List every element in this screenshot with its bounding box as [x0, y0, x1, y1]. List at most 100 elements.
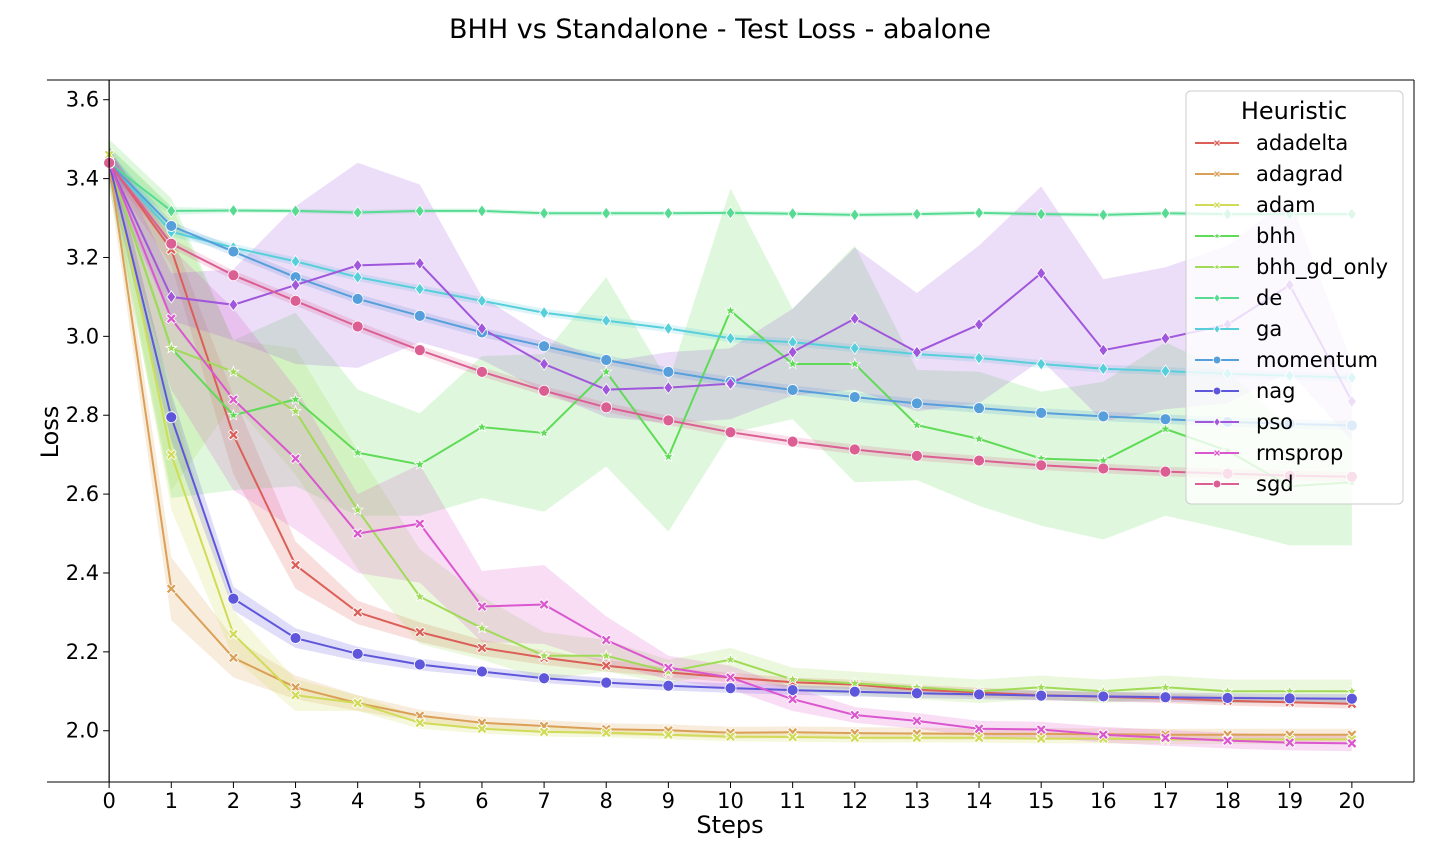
legend-label-momentum: momentum — [1256, 348, 1378, 372]
point-adam-1 — [165, 449, 177, 461]
x-tick-label-4: 4 — [351, 789, 364, 813]
point-de-16 — [1098, 208, 1109, 222]
legend-item-de: de — [1195, 286, 1282, 310]
point-sgd-7 — [538, 384, 550, 397]
point-nag-19 — [1283, 692, 1296, 705]
point-nag-10 — [724, 682, 737, 695]
legend: Heuristic adadelta adagrad adam bhh bhh_gd_o… — [1185, 90, 1404, 505]
point-sgd-9 — [662, 414, 675, 427]
point-momentum-7 — [538, 340, 550, 353]
point-momentum-9 — [662, 365, 675, 378]
legend-item-adam: adam — [1195, 193, 1316, 217]
point-pso-12 — [849, 311, 860, 326]
point-adam-3 — [289, 689, 302, 701]
legend-label-de: de — [1256, 286, 1282, 310]
legend-item-pso: pso — [1195, 410, 1293, 434]
point-pso-14 — [974, 317, 985, 332]
legend-item-sgd: sgd — [1195, 472, 1294, 496]
point-pso-10 — [725, 377, 736, 391]
legend-item-bhh-gd-only: bhh_gd_only — [1195, 255, 1388, 280]
point-rmsprop-20 — [1346, 737, 1358, 749]
point-adam-6 — [476, 723, 488, 735]
legend-item-adadelta: adadelta — [1195, 131, 1348, 155]
point-pso-1 — [166, 290, 177, 304]
point-pso-3 — [290, 278, 301, 292]
legend-marker-nag — [1212, 386, 1222, 396]
point-ga-8 — [601, 313, 612, 328]
point-ga-16 — [1098, 362, 1109, 376]
point-sgd-10 — [724, 426, 737, 439]
legend-marker-adagrad — [1212, 169, 1222, 179]
point-momentum-8 — [600, 354, 613, 366]
x-tick-label-11: 11 — [779, 789, 806, 813]
point-nag-17 — [1159, 691, 1172, 704]
point-bhh-gd-only-2 — [227, 365, 240, 378]
point-adam-11 — [787, 731, 799, 743]
point-rmsprop-15 — [1035, 723, 1047, 736]
point-bhh-11 — [786, 357, 799, 370]
point-adagrad-1 — [165, 583, 177, 595]
point-pso-4 — [352, 258, 363, 273]
point-de-7 — [539, 206, 550, 220]
point-pso-9 — [663, 380, 674, 395]
point-bhh-gd-only-7 — [537, 649, 551, 662]
point-pso-15 — [1036, 266, 1047, 280]
point-pso-2 — [228, 298, 239, 312]
legend-label-adadelta: adadelta — [1256, 131, 1348, 155]
point-adam-10 — [724, 731, 737, 743]
point-rmsprop-3 — [289, 453, 302, 465]
y-tick-label-2.8: 2.8 — [66, 403, 99, 427]
point-nag-9 — [662, 679, 675, 692]
point-de-2 — [228, 203, 239, 218]
point-rmsprop-11 — [787, 693, 799, 705]
point-bhh-gd-only-17 — [1159, 680, 1172, 693]
point-bhh-gd-only-10 — [724, 653, 737, 666]
point-pso-6 — [476, 321, 487, 336]
legend-marker-sgd — [1212, 479, 1222, 489]
point-bhh-12 — [848, 357, 862, 370]
x-tick-label-15: 15 — [1028, 789, 1055, 813]
point-rmsprop-18 — [1222, 735, 1234, 747]
point-bhh-6 — [475, 420, 489, 433]
point-momentum-14 — [973, 402, 985, 415]
legend-marker-de — [1213, 293, 1221, 303]
point-ga-6 — [476, 294, 487, 308]
point-bhh-gd-only-11 — [786, 672, 799, 685]
chart-title: BHH vs Standalone - Test Loss - abalone — [449, 14, 991, 45]
point-de-17 — [1160, 206, 1171, 220]
point-adadelta-2 — [227, 429, 239, 441]
point-momentum-15 — [1035, 406, 1048, 419]
x-tick-label-6: 6 — [475, 789, 488, 813]
legend-marker-adam — [1212, 200, 1222, 210]
point-pso-13 — [911, 345, 922, 359]
legend-marker-bhh — [1212, 231, 1222, 241]
point-bhh-3 — [289, 392, 302, 405]
point-nag-7 — [538, 672, 550, 685]
point-rmsprop-6 — [476, 600, 488, 613]
point-ga-17 — [1160, 364, 1171, 378]
point-bhh-gd-only-5 — [413, 589, 427, 603]
point-adadelta-6 — [476, 642, 488, 654]
legend-marker-rmsprop — [1212, 448, 1222, 458]
y-tick-label-3.0: 3.0 — [66, 324, 99, 348]
point-rmsprop-9 — [662, 662, 674, 674]
point-nag-11 — [786, 684, 799, 697]
x-tick-label-0: 0 — [102, 789, 115, 813]
point-ga-4 — [352, 270, 363, 284]
point-ga-5 — [414, 282, 425, 296]
point-rmsprop-10 — [724, 671, 737, 684]
point-nag-4 — [351, 647, 364, 660]
legend-item-bhh: bhh — [1195, 224, 1296, 248]
legend-item-adagrad: adagrad — [1195, 162, 1343, 186]
point-nag-2 — [227, 592, 240, 605]
point-bhh-5 — [413, 457, 427, 470]
point-ga-9 — [663, 321, 674, 336]
point-nag-20 — [1345, 692, 1358, 705]
legend-title: Heuristic — [1241, 97, 1347, 125]
point-bhh-10 — [724, 304, 737, 317]
point-ga-12 — [849, 341, 860, 355]
point-bhh-gd-only-1 — [164, 341, 178, 354]
legend-label-pso: pso — [1256, 410, 1293, 434]
point-momentum-5 — [413, 309, 426, 322]
